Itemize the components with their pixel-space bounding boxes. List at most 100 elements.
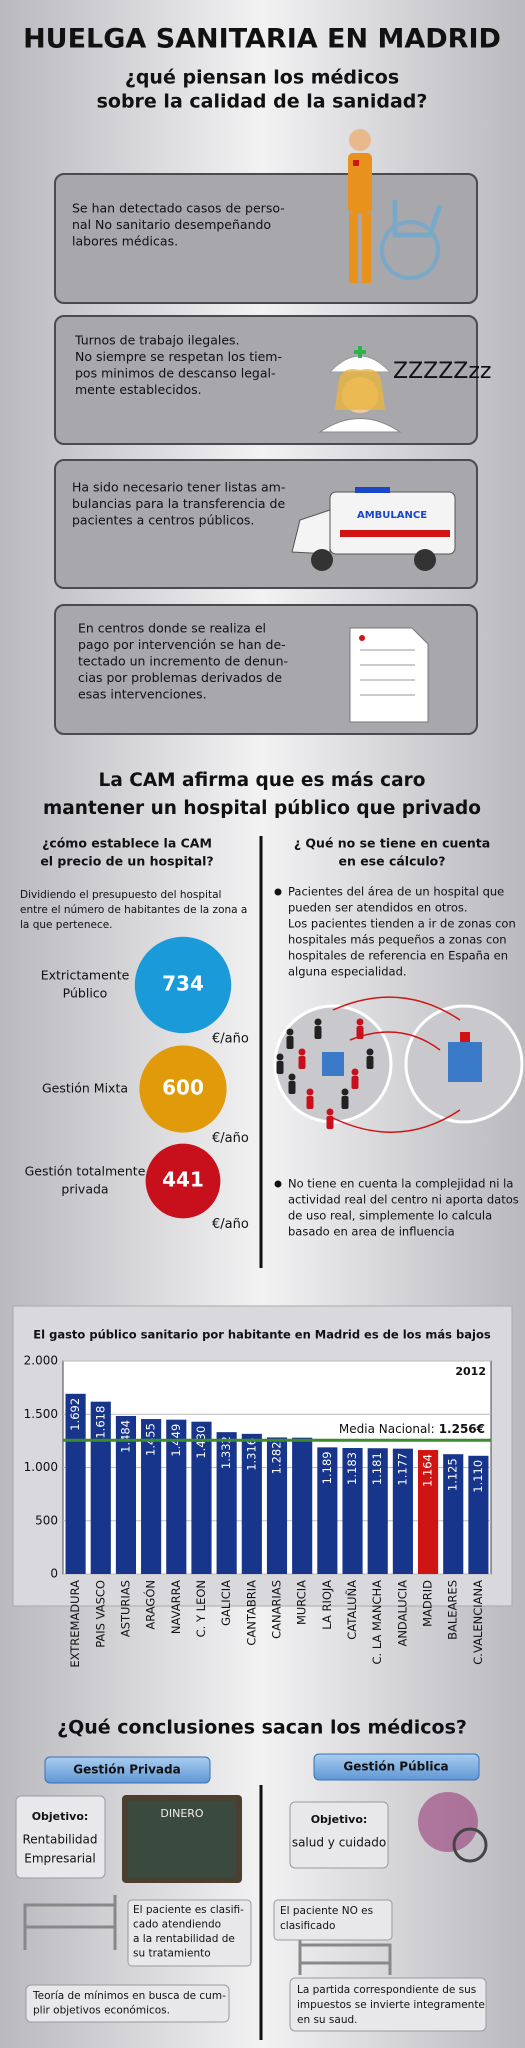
x-tick-label: MADRID xyxy=(421,1580,435,1627)
x-tick-label: LA RIOJA xyxy=(320,1580,334,1630)
note-box xyxy=(273,1899,393,1941)
x-tick-label: CANTABRIA xyxy=(244,1580,258,1646)
conclusions-title: ¿Qué conclusiones sacan los médicos? xyxy=(57,1717,467,1739)
person-head xyxy=(366,1048,374,1056)
note-text: El paciente es clasifi- xyxy=(133,1904,244,1916)
issue-text: En centros donde se realiza el xyxy=(78,621,266,636)
issue-text: nal No sanitario desempeñando xyxy=(72,217,271,232)
x-tick-label: ARAGÓN xyxy=(143,1580,158,1630)
cost-label: Gestión totalmente xyxy=(25,1164,146,1179)
bar xyxy=(367,1448,388,1574)
x-tick-label: CATALUÑA xyxy=(344,1580,359,1640)
chart-title: El gasto público sanitario por habitante… xyxy=(33,1328,491,1342)
bar xyxy=(443,1454,464,1574)
bar xyxy=(317,1447,338,1574)
objective-label: Objetivo: xyxy=(311,1813,368,1826)
tab-label: Gestión Privada xyxy=(73,1763,180,1777)
bottom-text: en su saud. xyxy=(297,2014,357,2026)
tab xyxy=(44,1756,211,1784)
person-head xyxy=(306,1088,314,1096)
person-body xyxy=(341,1096,349,1109)
unit-label: €/año xyxy=(212,1032,249,1047)
x-tick-label: GALICIA xyxy=(219,1580,233,1626)
bottom-text: La partida correspondiente de sus xyxy=(297,1984,476,1996)
subtitle-line: sobre la calidad de la sanidad? xyxy=(97,91,428,113)
objective-label: Objetivo: xyxy=(32,1810,89,1823)
y-tick-label: 2.000 xyxy=(24,1354,58,1368)
cost-label: Extrictamente xyxy=(41,968,130,983)
bar xyxy=(468,1455,489,1574)
tab xyxy=(313,1753,480,1781)
x-tick-label: EXTREMADURA xyxy=(68,1580,82,1668)
value-label: 1.181 xyxy=(370,1452,384,1485)
objective-box xyxy=(15,1795,106,1879)
person-head xyxy=(351,1068,359,1076)
y-tick-label: 1.000 xyxy=(24,1460,58,1474)
x-tick-label: C. Y LEON xyxy=(194,1580,208,1637)
bullet-text: basado en area de influencia xyxy=(288,1225,455,1239)
note-text: a la rentabilidad de xyxy=(133,1933,235,1945)
note-text: clasificado xyxy=(280,1920,335,1932)
bar xyxy=(141,1419,162,1574)
ambulance-label: AMBULANCE xyxy=(357,510,427,521)
person-body xyxy=(288,1081,296,1094)
note-text: cado atendiendo xyxy=(133,1919,221,1931)
value-label: 1.164 xyxy=(421,1454,435,1487)
cost-label: Público xyxy=(63,986,108,1001)
bottom-box xyxy=(25,1984,230,2023)
column-text: Dividiendo el presupuesto del hospital xyxy=(20,889,221,901)
cost-value: 600 xyxy=(162,1076,204,1100)
doctor-icon xyxy=(348,129,443,283)
hospital-diagram xyxy=(273,996,524,1133)
issue-text: mente establecidos. xyxy=(75,382,202,397)
bar xyxy=(417,1450,439,1574)
person-head xyxy=(341,1088,349,1096)
bottom-text: impuestos se invierte integramente xyxy=(297,1999,485,2011)
value-label: 1.484 xyxy=(118,1420,132,1453)
issue-text: pacientes a centros públicos. xyxy=(72,513,254,528)
bar xyxy=(90,1401,111,1574)
bullet-text: Los pacientes tienden a ir de zonas con xyxy=(288,917,516,931)
bubble-icon xyxy=(418,1792,478,1852)
reference-label: Media Nacional: 1.256€ xyxy=(339,1422,485,1436)
ambulance-icon: AMBULANCE xyxy=(291,487,456,571)
value-label: 1.332 xyxy=(219,1436,233,1469)
column-text: la que pertenece. xyxy=(20,919,113,931)
bar xyxy=(392,1448,413,1574)
issue-text: bulancias para la transferencia de xyxy=(72,496,285,511)
bar xyxy=(216,1432,237,1574)
value-label: 1.110 xyxy=(471,1460,485,1493)
x-tick-label: ANDALUCIA xyxy=(395,1580,409,1647)
reference-value: 1.256€ xyxy=(439,1422,485,1436)
chart-year: 2012 xyxy=(455,1365,486,1378)
value-label: 1.618 xyxy=(93,1406,107,1439)
person-body xyxy=(276,1061,284,1074)
subtitle-line: ¿qué piensan los médicos xyxy=(125,67,399,89)
column-heading: ¿cómo establece la CAM xyxy=(42,836,212,851)
objective-text: Rentabilidad xyxy=(22,1833,97,1847)
y-tick-label: 500 xyxy=(35,1513,58,1527)
cost-label: privada xyxy=(61,1182,108,1197)
section-title: La CAM afirma que es más caro xyxy=(99,770,426,791)
sleep-text: ZZZZZzz xyxy=(393,359,491,384)
chalkboard-surface xyxy=(128,1801,236,1877)
x-tick-label: PAIS VASCO xyxy=(93,1580,107,1648)
person-head xyxy=(276,1053,284,1061)
cost-circle xyxy=(139,1045,227,1133)
conclusions: Objetivo: Rentabilidad Empresarial Objetivo… xyxy=(22,1810,484,2026)
person-body xyxy=(356,1026,364,1039)
objective-text: salud y cuidado xyxy=(292,1836,386,1850)
column-heading: ¿ Qué no se tiene en cuenta xyxy=(294,836,490,851)
column-heading: en ese cálculo? xyxy=(338,854,445,869)
bullet-text: alguna especialidad. xyxy=(288,965,407,979)
bed-icon xyxy=(23,1895,392,1975)
value-label: 1.183 xyxy=(345,1452,359,1485)
column-heading: el precio de un hospital? xyxy=(40,854,213,869)
bullet-text: hospitales más pequeños a zonas con xyxy=(288,933,507,947)
x-tick-label: BALEARES xyxy=(446,1580,460,1640)
bar xyxy=(292,1437,313,1574)
value-label: 1.125 xyxy=(446,1458,460,1491)
bullet-text: de uso real, simplemente lo calcula xyxy=(288,1209,492,1223)
